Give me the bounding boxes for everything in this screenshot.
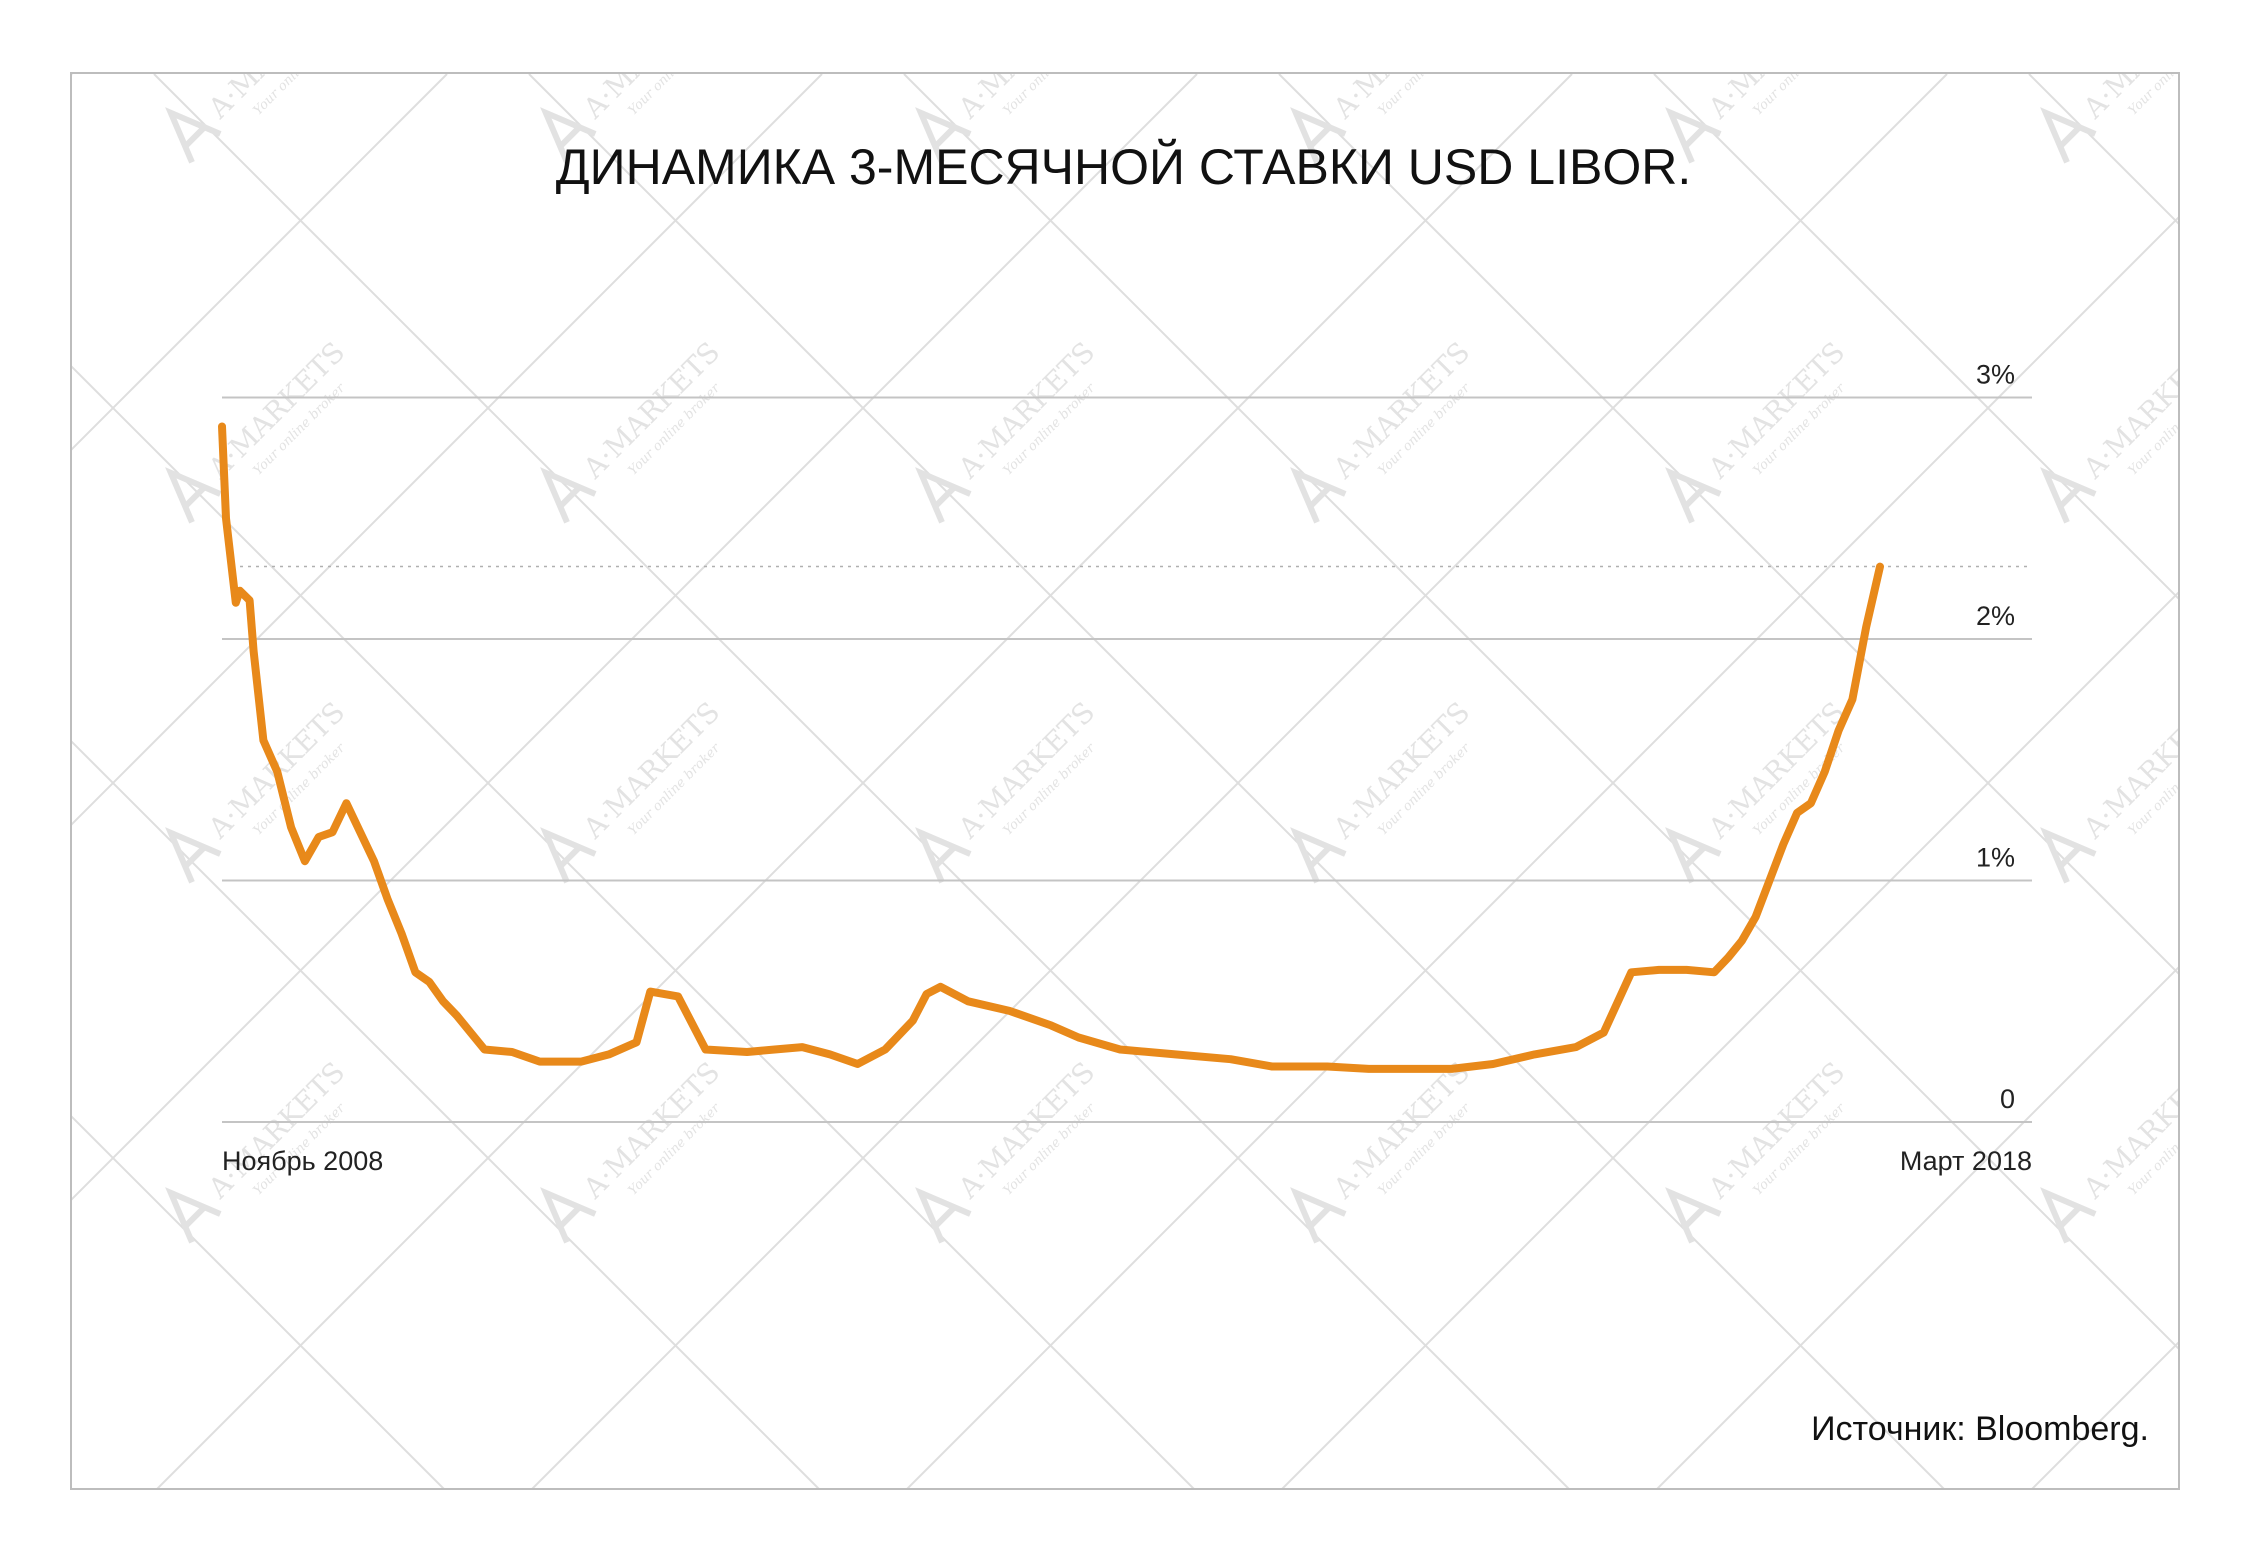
watermark-a-icon: [1290, 827, 1347, 884]
watermark-grid-line: [72, 1115, 445, 1488]
y-tick-label: 0: [2000, 1084, 2015, 1114]
watermark-a-icon: [2040, 827, 2097, 884]
x-axis-start-label: Ноябрь 2008: [222, 1146, 383, 1176]
source-note: Источник: Bloomberg.: [1811, 1410, 2149, 1448]
watermark-grid-line: [1656, 966, 2178, 1488]
watermark-a-icon: [915, 467, 972, 524]
y-tick-label: 3%: [1976, 360, 2015, 390]
watermark-a-icon: [915, 827, 972, 884]
watermark-a-icon: [165, 1187, 222, 1244]
watermark-a-icon: [915, 107, 972, 164]
watermark-a-icon: [1290, 467, 1347, 524]
watermark-a-icon: [1665, 467, 1722, 524]
gridlines: [222, 396, 2032, 1123]
watermark-a-icon: [915, 1187, 972, 1244]
libor-series-line: [218, 422, 1884, 1073]
watermark-grid-line: [1653, 74, 2178, 600]
watermark-a-icon: [1290, 107, 1347, 164]
watermark-a-icon: [165, 467, 222, 524]
watermark-a-icon: [540, 107, 597, 164]
watermark-grid: [72, 74, 2178, 1488]
watermark-grid-line: [72, 74, 823, 826]
watermark-a-icon: [540, 827, 597, 884]
x-axis-end-label: Март 2018: [1900, 1146, 2032, 1176]
watermark-a-icon: [2040, 467, 2097, 524]
watermark-a-icon: [540, 467, 597, 524]
watermark-a-icon: [165, 107, 222, 164]
watermark-a-icon: [1665, 827, 1722, 884]
chart-frame: A·MARKETS Your online broker A·MARKETS Your…: [70, 72, 2180, 1490]
watermark-a-icon: [2040, 1187, 2097, 1244]
watermark-a-icon: [165, 827, 222, 884]
watermark-a-icon: [540, 1187, 597, 1244]
watermark-grid-line: [156, 74, 1573, 1488]
y-tick-label: 2%: [1976, 601, 2015, 631]
watermark-a-icon: [2040, 107, 2097, 164]
watermark-grid-line: [72, 74, 448, 451]
watermark-a-icon: [1665, 1187, 1722, 1244]
watermark-a-icon: [1290, 1187, 1347, 1244]
watermark-grid-line: [906, 216, 2178, 1488]
watermark-grid-line: [72, 74, 1198, 1201]
chart-title: ДИНАМИКА 3-МЕСЯЧНОЙ СТАВКИ USD LIBOR.: [555, 139, 1692, 195]
watermark-a-icon: [1665, 107, 1722, 164]
y-tick-label: 1%: [1976, 843, 2015, 873]
watermark-grid-line: [531, 74, 1948, 1488]
watermark-grid-line: [1281, 591, 2178, 1488]
